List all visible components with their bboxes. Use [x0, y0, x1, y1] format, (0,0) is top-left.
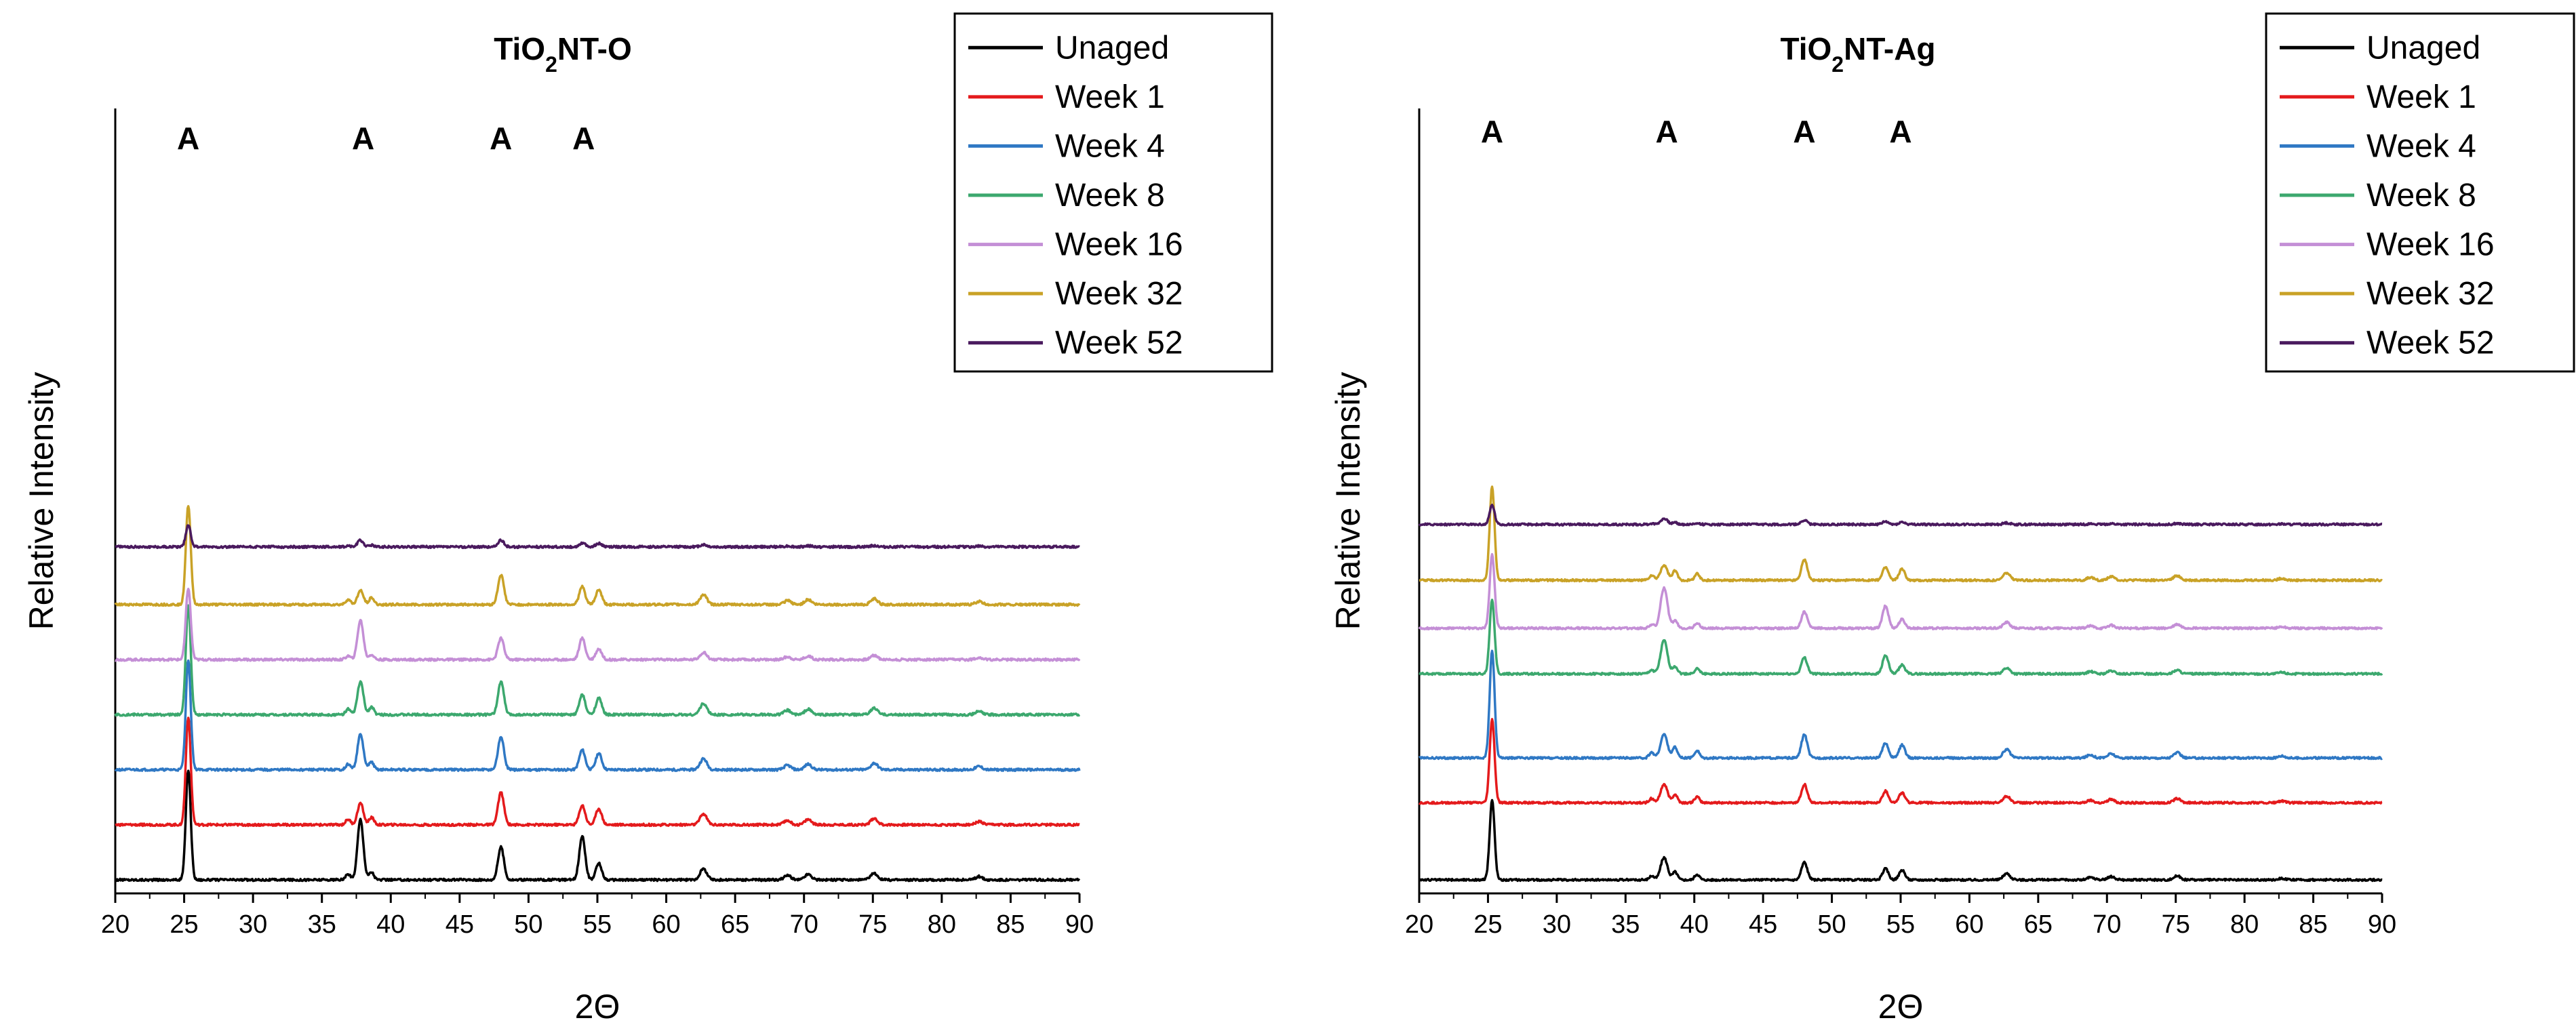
legend-label: Week 4: [1055, 128, 1165, 164]
x-tick-label: 70: [2093, 910, 2121, 939]
x-tick-label: 20: [1405, 910, 1433, 939]
x-tick-label: 85: [996, 910, 1025, 939]
series-line-week-32: [1419, 485, 2383, 583]
legend: Unaged Week 1 Week 4 Week 8 Week 16 Week 32 We…: [2265, 12, 2575, 373]
x-tick-label: 85: [2299, 910, 2327, 939]
series-line-week-32: [114, 505, 1081, 607]
series-line-unaged: [1419, 798, 2383, 883]
x-axis-label: 2Θ: [575, 988, 620, 1026]
x-tick-label: 60: [652, 910, 680, 939]
x-tick-label: 55: [583, 910, 612, 939]
x-tick-label: 35: [1611, 910, 1640, 939]
peak-annotation: A: [490, 121, 512, 156]
x-tick-label: 75: [858, 910, 887, 939]
series-line-week-52: [1418, 504, 2383, 527]
x-tick-label: 40: [1680, 910, 1709, 939]
x-tick-label: 35: [308, 910, 336, 939]
peak-annotation: A: [1793, 114, 1815, 149]
legend-label: Week 52: [1055, 325, 1183, 361]
peak-annotation: A: [1889, 114, 1911, 149]
legend-label: Week 8: [1055, 178, 1165, 214]
chart-title: TiO2NT-Ag: [1780, 31, 1935, 77]
legend-label: Week 1: [2366, 79, 2476, 115]
x-tick-label: 90: [1065, 910, 1094, 939]
x-tick-label: 65: [721, 910, 749, 939]
legend: Unaged Week 1 Week 4 Week 8 Week 16 Week 32 We…: [953, 12, 1273, 373]
series-line-week-16: [1418, 552, 2383, 630]
legend-label: Week 4: [2366, 128, 2476, 164]
x-tick-label: 90: [2368, 910, 2396, 939]
y-axis-label: Relative Intensity: [1329, 372, 1367, 630]
legend-label: Week 16: [1055, 227, 1183, 263]
series-line-week-1: [1418, 718, 2383, 805]
peak-annotation: A: [1656, 114, 1678, 149]
x-tick-label: 45: [1749, 910, 1777, 939]
x-tick-label: 45: [445, 910, 474, 939]
series-line-unaged: [114, 769, 1081, 883]
series-line-week-8: [114, 604, 1081, 717]
x-tick-label: 80: [2230, 910, 2259, 939]
x-tick-label: 75: [2162, 910, 2190, 939]
y-axis-label: Relative Intensity: [22, 372, 60, 630]
x-tick-label: 20: [101, 910, 130, 939]
peak-annotation: A: [572, 121, 595, 156]
legend-label: Week 16: [2366, 227, 2495, 263]
x-tick-label: 30: [1543, 910, 1571, 939]
x-tick-label: 80: [928, 910, 956, 939]
series-line-week-4: [114, 659, 1081, 772]
x-tick-label: 50: [514, 910, 542, 939]
x-axis-label: 2Θ: [1878, 988, 1924, 1026]
x-tick-label: 30: [239, 910, 267, 939]
x-tick-label: 25: [1473, 910, 1502, 939]
series-line-week-16: [115, 588, 1081, 662]
x-tick-label: 25: [170, 910, 198, 939]
legend-label: Week 52: [2366, 325, 2495, 361]
panel-tio2nt-o: TiO2NT-O 20 25 30 35 40 45 50 55 60 65 70 75 80 85 90 2Θ…: [22, 12, 1273, 1026]
legend-label: Week 1: [1055, 79, 1165, 115]
legend-label: Unaged: [1055, 30, 1169, 66]
panel-tio2nt-ag: TiO2NT-Ag 20 25 30 35 40 45 50 55 60 65 70 75 80 85 90 2…: [1329, 12, 2575, 1026]
peak-annotation: A: [1481, 114, 1503, 149]
legend-label: Week 32: [2366, 276, 2495, 312]
x-tick-label: 65: [2024, 910, 2053, 939]
x-tick-label: 50: [1817, 910, 1846, 939]
series-line-week-52: [115, 524, 1080, 550]
legend-label: Unaged: [2366, 30, 2480, 66]
x-tick-label: 70: [790, 910, 818, 939]
peak-annotation: A: [352, 121, 374, 156]
peak-annotation: A: [177, 121, 199, 156]
legend-label: Week 8: [2366, 178, 2476, 214]
chart-title: TiO2NT-O: [494, 31, 632, 77]
x-tick-label: 55: [1886, 910, 1915, 939]
x-tick-label: 60: [1955, 910, 1983, 939]
legend-box: [2265, 12, 2575, 373]
series-line-week-8: [1419, 599, 2383, 676]
legend-label: Week 32: [1055, 276, 1183, 312]
legend-box: [953, 12, 1273, 373]
x-tick-label: 40: [376, 910, 405, 939]
series-line-week-4: [1418, 649, 2383, 761]
series-line-week-1: [115, 716, 1080, 828]
